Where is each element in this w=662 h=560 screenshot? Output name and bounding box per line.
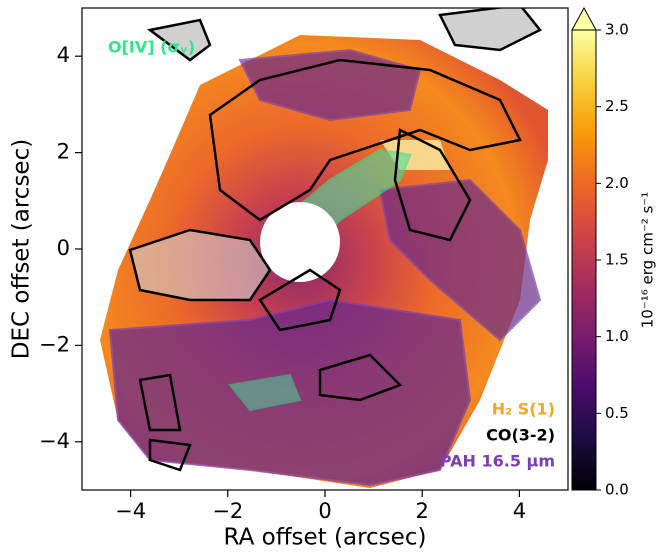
x-tick-label: −2	[212, 499, 243, 523]
annotation: CO(3-2)	[486, 426, 555, 445]
x-tick-label: −4	[115, 499, 146, 523]
colorbar-tick-label: 2.0	[605, 174, 629, 192]
y-tick-label: 0	[57, 236, 70, 260]
colorbar-tick-label: 1.0	[605, 327, 629, 345]
y-axis-label: DEC offset (arcsec)	[9, 139, 35, 359]
x-tick-label: 2	[416, 499, 429, 523]
colorbar-tick-label: 3.0	[605, 21, 629, 39]
colorbar-tick-label: 2.5	[605, 97, 629, 115]
y-tick-label: 2	[57, 140, 70, 164]
annotation: PAH 16.5 μm	[440, 452, 555, 471]
y-tick-label: 4	[57, 43, 70, 67]
annotation: H₂ S(1)	[492, 400, 555, 419]
map	[100, 8, 548, 488]
annotation: O[IV] (σᵥ)	[108, 38, 195, 57]
colorbar-extend	[571, 6, 597, 31]
x-tick-label: 0	[318, 499, 331, 523]
x-tick-label: 4	[513, 499, 526, 523]
colorbar-tick-label: 1.5	[605, 251, 629, 269]
colorbar-tick-label: 0.5	[605, 404, 629, 422]
colorbar-label: 10⁻¹⁶ erg cm⁻² s⁻¹	[639, 192, 657, 329]
colorbar	[572, 30, 596, 490]
y-tick-label: −4	[39, 429, 70, 453]
colorbar-tick-label: 0.0	[605, 481, 629, 499]
y-tick-label: −2	[39, 332, 70, 356]
x-axis-label: RA offset (arcsec)	[224, 525, 427, 551]
